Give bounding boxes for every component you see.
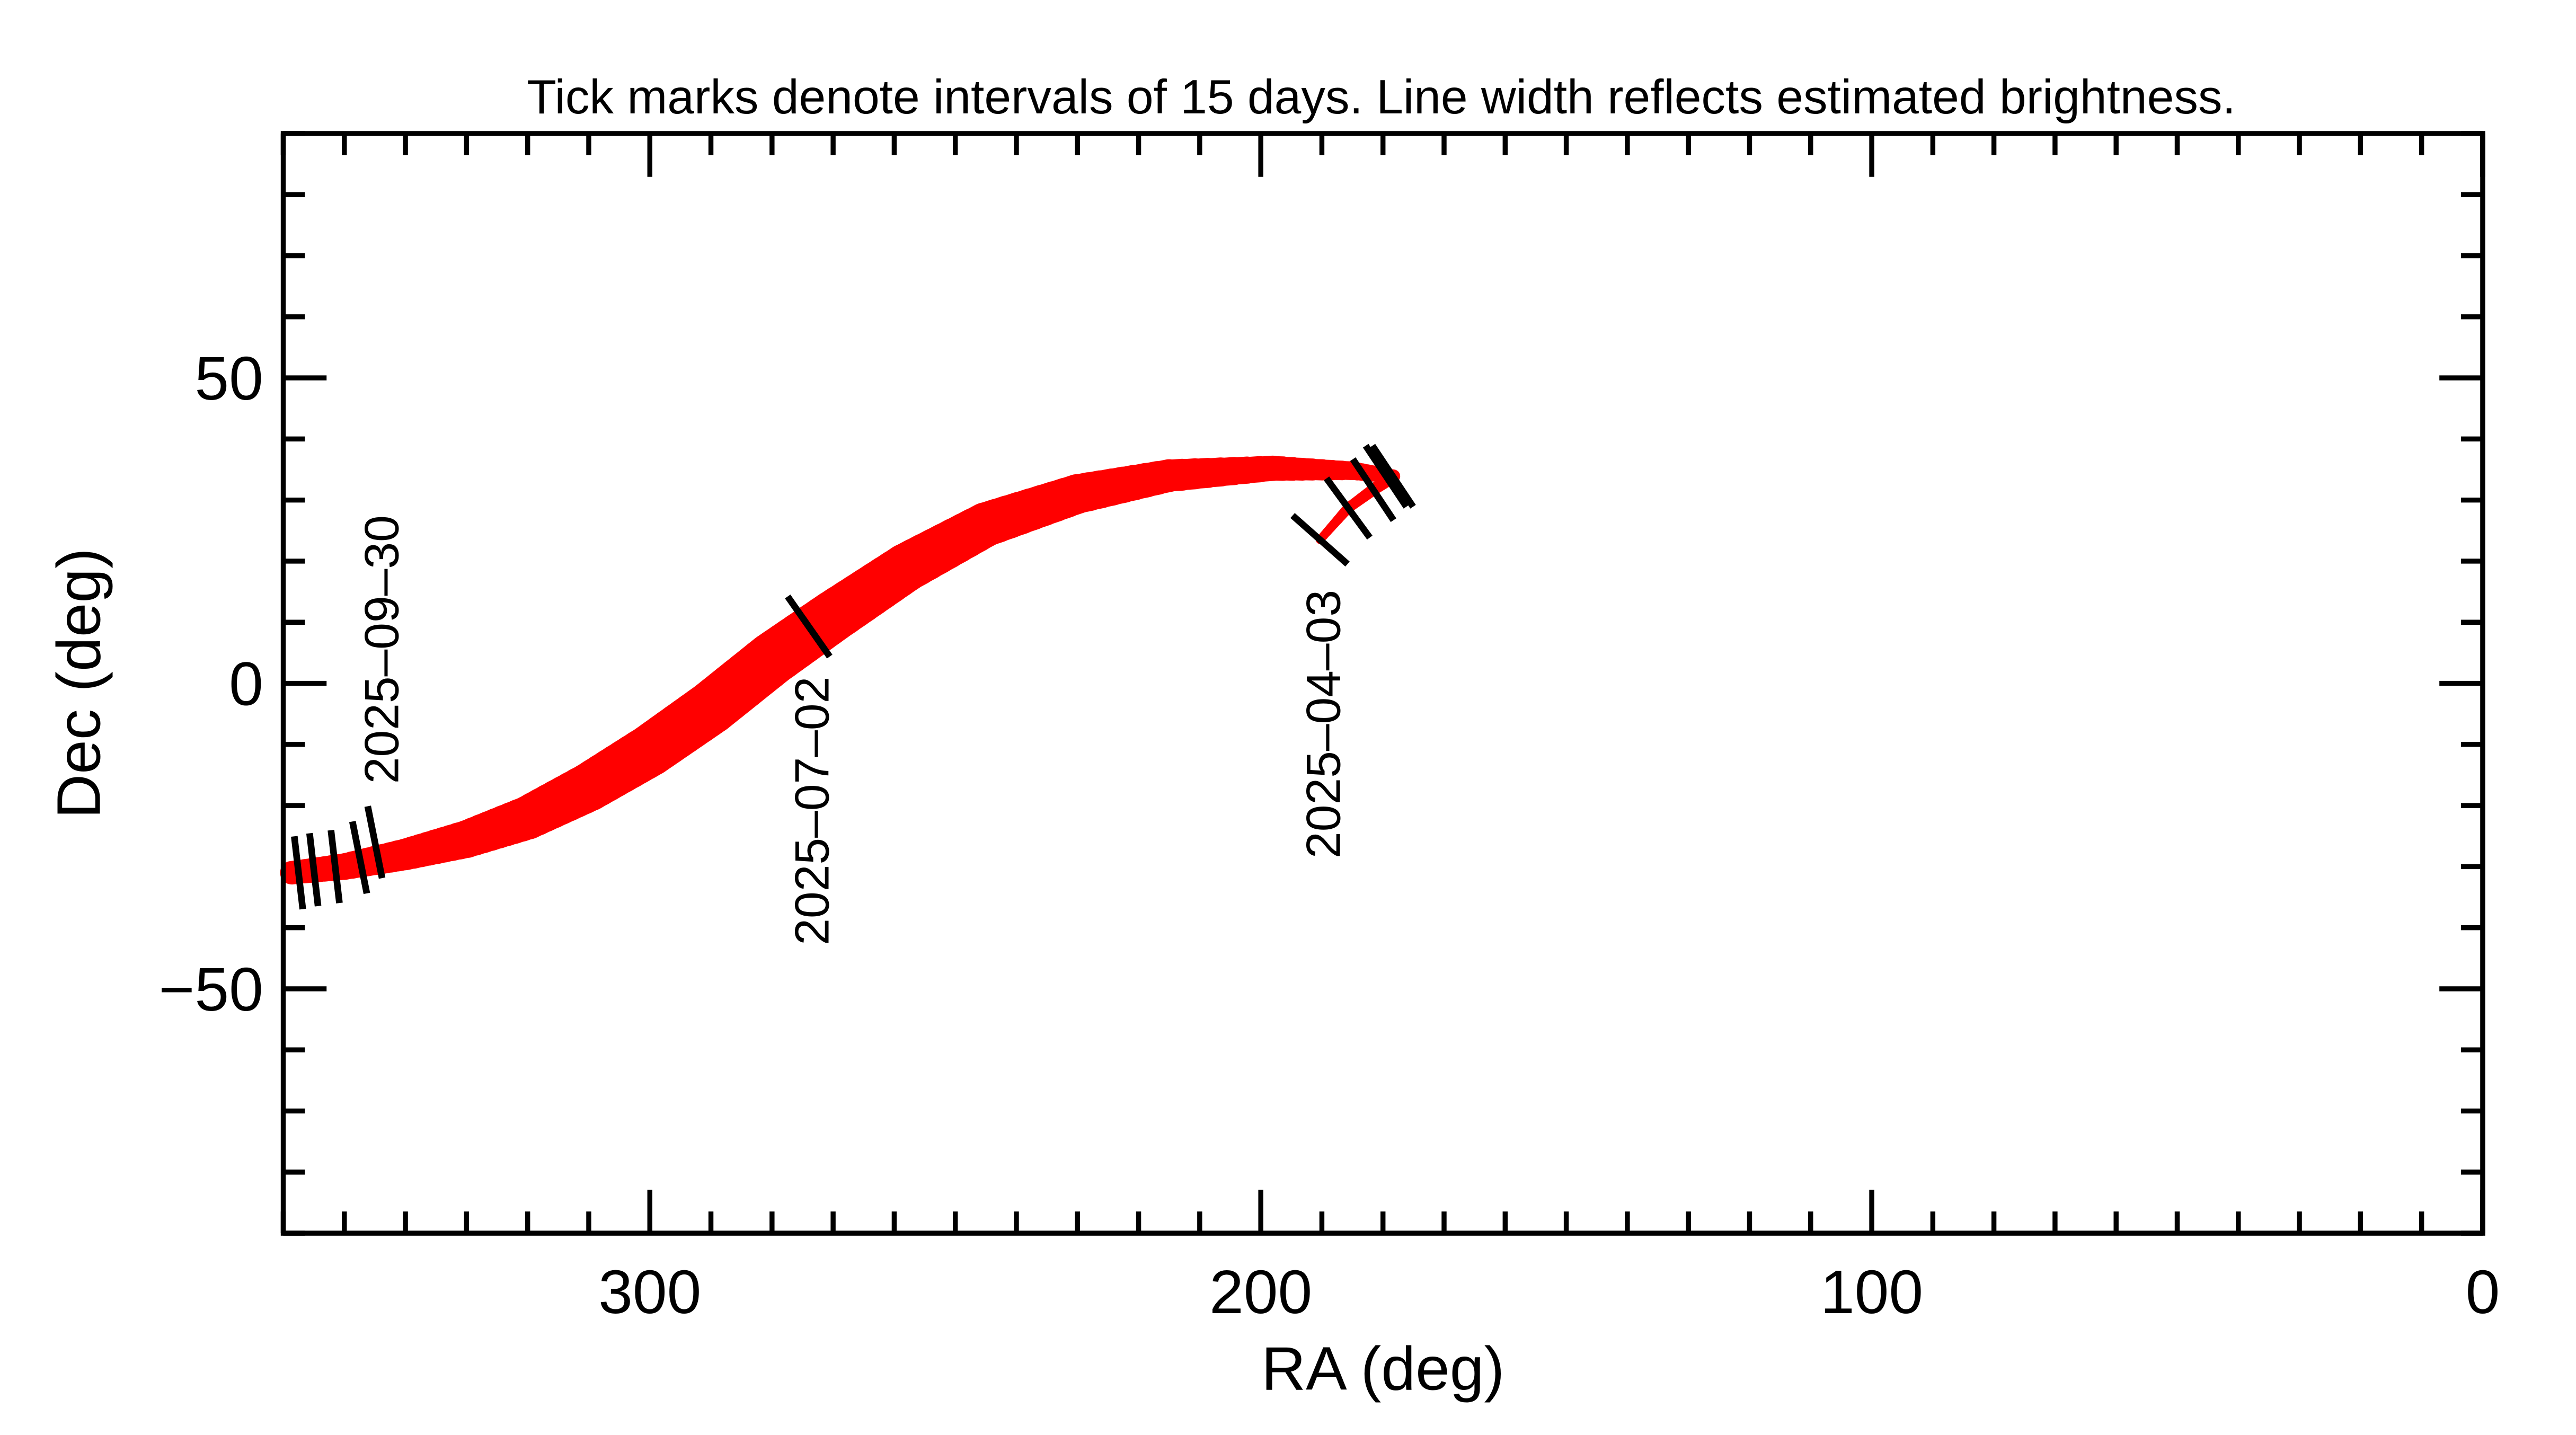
x-tick-label: 200 [1209, 1257, 1312, 1326]
y-tick-label: 0 [229, 649, 263, 718]
date-tick-mark [306, 832, 322, 907]
date-tick-mark [1369, 444, 1416, 509]
date-tick-mark [1350, 457, 1396, 522]
date-tick-mark [1362, 444, 1410, 509]
date-tick-mark [327, 829, 343, 903]
date-tick-mark [349, 821, 370, 894]
date-ticks [291, 444, 1416, 910]
date-label: 2025–09–30 [355, 515, 409, 784]
date-labels: 2025–04–03 2025–07–02 2025–09–30 [355, 515, 1350, 945]
x-tick-label: 300 [598, 1257, 701, 1326]
date-tick-mark [1290, 513, 1350, 567]
y-axis-label: Dec (deg) [45, 548, 113, 819]
date-label: 2025–07–02 [785, 677, 839, 945]
plot-frame [280, 131, 2485, 1236]
date-tick-mark [785, 595, 833, 659]
axis-ticks [280, 131, 2485, 1236]
tick-labels: 300 200 100 0 50 0 −50 [158, 344, 2500, 1326]
x-tick-label: 100 [1820, 1257, 1923, 1326]
x-axis-label: RA (deg) [1261, 1334, 1504, 1403]
date-tick-mark [1324, 476, 1373, 540]
y-tick-label: 50 [194, 344, 263, 413]
date-label: 2025–04–03 [1297, 590, 1351, 858]
x-tick-label: 0 [2466, 1257, 2500, 1326]
date-tick-mark [291, 836, 306, 910]
chart-title: Tick marks denote intervals of 15 days. … [527, 70, 2236, 124]
date-tick-mark [364, 805, 386, 879]
y-tick-label: −50 [158, 955, 263, 1024]
